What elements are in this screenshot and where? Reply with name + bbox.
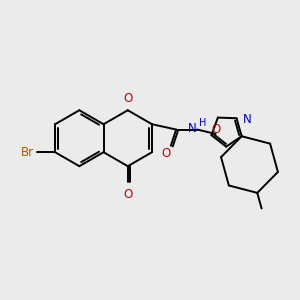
Text: N: N bbox=[242, 113, 251, 126]
Text: O: O bbox=[212, 124, 221, 136]
Text: O: O bbox=[162, 147, 171, 160]
Text: N: N bbox=[188, 122, 196, 135]
Text: O: O bbox=[123, 92, 132, 105]
Text: Br: Br bbox=[21, 146, 34, 159]
Text: H: H bbox=[199, 118, 206, 128]
Text: O: O bbox=[123, 188, 132, 201]
